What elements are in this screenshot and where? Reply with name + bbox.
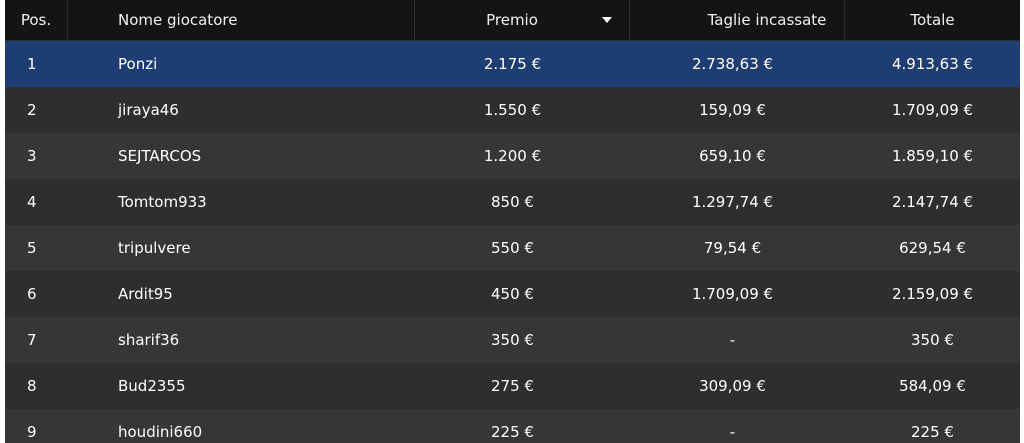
sort-arrow	[602, 17, 612, 23]
player-name: SEJTARCOS	[118, 147, 202, 165]
taglie-incassate: 1.709,09 €	[691, 285, 774, 303]
taglie-incassate: 309,09 €	[699, 377, 766, 395]
taglie-incassate: -	[729, 423, 736, 441]
premio: 1.550 €	[483, 101, 542, 119]
premio: 1.200 €	[483, 147, 542, 165]
totale: 2.147,74 €	[891, 193, 974, 211]
position: 2	[27, 101, 37, 119]
position: 8	[27, 377, 37, 395]
premio: 275 €	[491, 377, 534, 395]
table-row[interactable]: 5 tripulvere 550 € 79,54 € 629,54 €	[5, 225, 1020, 271]
player-name: jiraya46	[118, 101, 179, 119]
taglie-incassate: 2.738,63 €	[691, 55, 774, 73]
table-row[interactable]: 6 Ardit95 450 € 1.709,09 € 2.159,09 €	[5, 271, 1020, 317]
premio: 225 €	[491, 423, 534, 441]
table-row[interactable]: 7 sharif36 350 € - 350 €	[5, 317, 1020, 363]
table-row[interactable]: 9 houdini660 225 € - 225 €	[5, 409, 1020, 443]
totale: 1.859,10 €	[891, 147, 974, 165]
totale: 584,09 €	[899, 377, 966, 395]
premio: 450 €	[491, 285, 534, 303]
premio: 550 €	[491, 239, 534, 257]
table-row[interactable]: 1 Ponzi 2.175 € 2.738,63 € 4.913,63 €	[5, 41, 1020, 87]
player-name: Tomtom933	[118, 193, 207, 211]
player-name: houdini660	[118, 423, 203, 441]
totale-header[interactable]: Totale	[910, 10, 955, 29]
totale: 1.709,09 €	[891, 101, 974, 119]
position: 4	[27, 193, 37, 211]
player-name: sharif36	[118, 331, 180, 349]
pos-header: Pos.	[5, 0, 68, 40]
totale: 629,54 €	[899, 239, 966, 257]
taglie-incassate: 1.297,74 €	[691, 193, 774, 211]
position: 9	[27, 423, 37, 441]
taglie-incassate: 79,54 €	[703, 239, 762, 257]
totale: 225 €	[911, 423, 954, 441]
premio: 850 €	[491, 193, 534, 211]
position: 7	[27, 331, 37, 349]
totale: 4.913,63 €	[891, 55, 974, 73]
table-row[interactable]: 2 jiraya46 1.550 € 159,09 € 1.709,09 €	[5, 87, 1020, 133]
taglie-incassate: -	[729, 331, 736, 349]
premio: 350 €	[491, 331, 534, 349]
player-name: Bud2355	[118, 377, 186, 395]
position: 3	[27, 147, 37, 165]
name-header: Nome giocatore	[68, 0, 415, 40]
taglie-incassate: 659,10 €	[699, 147, 766, 165]
premio: 2.175 €	[483, 55, 542, 73]
table-row[interactable]: 4 Tomtom933 850 € 1.297,74 € 2.147,74 €	[5, 179, 1020, 225]
position: 5	[27, 239, 37, 257]
player-name: tripulvere	[118, 239, 191, 257]
leaderboard-table: Pos. Nome giocatore Premio Taglie incassate…	[5, 0, 1020, 443]
position: 6	[27, 285, 37, 303]
player-name: Ponzi	[118, 55, 158, 73]
totale: 2.159,09 €	[891, 285, 974, 303]
taglie-header[interactable]: Taglie incassate	[630, 0, 845, 40]
premio-header[interactable]: Premio	[415, 0, 630, 40]
taglie-incassate: 159,09 €	[699, 101, 766, 119]
table-row[interactable]: 3 SEJTARCOS 1.200 € 659,10 € 1.859,10 €	[5, 133, 1020, 179]
player-name: Ardit95	[118, 285, 173, 303]
table-row[interactable]: 8 Bud2355 275 € 309,09 € 584,09 €	[5, 363, 1020, 409]
position: 1	[27, 55, 37, 73]
table-header: Pos. Nome giocatore Premio Taglie incassate…	[5, 0, 1020, 40]
totale: 350 €	[911, 331, 954, 349]
